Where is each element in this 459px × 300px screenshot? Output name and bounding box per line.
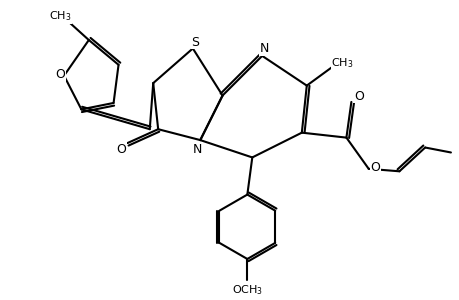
Text: O: O xyxy=(369,161,379,174)
Text: N: N xyxy=(193,142,202,155)
Text: OCH$_3$: OCH$_3$ xyxy=(231,283,263,297)
Text: O: O xyxy=(55,68,65,81)
Text: O: O xyxy=(116,142,126,155)
Text: N: N xyxy=(259,42,269,55)
Text: O: O xyxy=(353,89,363,103)
Text: CH$_3$: CH$_3$ xyxy=(330,56,353,70)
Text: CH$_3$: CH$_3$ xyxy=(49,9,72,23)
Text: S: S xyxy=(191,35,199,49)
